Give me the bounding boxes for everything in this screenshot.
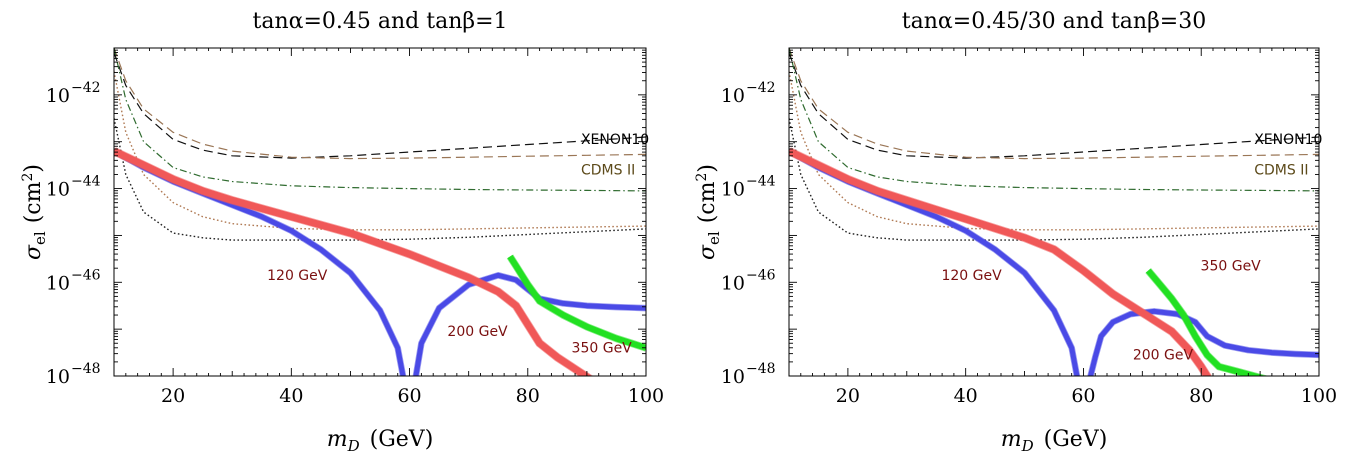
series-band-200: [114, 147, 593, 376]
xenon10-label: XENON10: [1254, 132, 1322, 148]
plot-area: [789, 48, 1319, 376]
y-tick-label: 10: [46, 179, 70, 201]
series-proj-dashdot: [114, 48, 646, 192]
series-proj-dot-brown: [789, 71, 1319, 231]
series-proj-dashdot: [789, 48, 1319, 192]
y-tick-label: 10: [721, 272, 745, 294]
y-tick-label: 10: [46, 272, 70, 294]
x-axis-label: mD (GeV): [1001, 427, 1108, 454]
y-tick-exponent: −44: [71, 174, 101, 190]
xenon10-label: XENON10: [581, 132, 649, 148]
x-axis-label: mD (GeV): [327, 427, 434, 454]
y-tick-exponent: −42: [71, 80, 101, 96]
series-band-120: [789, 148, 1319, 376]
y-tick-label: 10: [721, 85, 745, 107]
x-tick-label: 80: [516, 385, 540, 407]
x-tick-label: 40: [279, 385, 303, 407]
y-tick-exponent: −48: [746, 361, 776, 377]
cdms2-label: CDMS II: [1254, 163, 1308, 179]
x-tick-label: 100: [628, 385, 664, 407]
series-proj-dot-black: [114, 118, 646, 241]
plot-area: [114, 48, 646, 376]
series-cdms2: [789, 48, 1319, 160]
series-xenon10: [114, 52, 646, 159]
mass-350-label: 350 GeV: [572, 341, 633, 357]
series-band-350: [507, 254, 646, 351]
y-tick-exponent: −44: [746, 174, 776, 190]
x-tick-label: 20: [836, 385, 860, 407]
series-xenon10: [789, 52, 1319, 159]
plot-frame: [113, 47, 647, 377]
series-proj-dot-brown: [114, 71, 646, 231]
y-tick-label: 10: [721, 366, 745, 388]
cdms2-label: CDMS II: [581, 163, 635, 179]
x-tick-label: 40: [954, 385, 978, 407]
mass-120-label: 120 GeV: [941, 268, 1002, 284]
chart-title: tanα=0.45 and tanβ=1: [252, 9, 507, 34]
chart-title: tanα=0.45/30 and tanβ=30: [902, 9, 1206, 34]
y-tick-label: 10: [46, 85, 70, 107]
series-cdms2: [114, 48, 646, 160]
mass-200-label: 200 GeV: [447, 324, 508, 340]
x-tick-label: 60: [1071, 385, 1095, 407]
x-tick-label: 60: [397, 385, 421, 407]
x-tick-label: 100: [1301, 385, 1337, 407]
series-band-350: [1145, 268, 1266, 376]
x-tick-label: 80: [1189, 385, 1213, 407]
y-tick-exponent: −48: [71, 361, 101, 377]
y-tick-label: 10: [721, 179, 745, 201]
x-tick-label: 20: [161, 385, 185, 407]
y-axis-label: σel(cm2): [20, 164, 49, 260]
plot-frame: [788, 47, 1320, 377]
y-tick-exponent: −42: [746, 80, 776, 96]
y-tick-exponent: −46: [71, 267, 101, 283]
mass-200-label: 200 GeV: [1133, 348, 1194, 364]
y-tick-label: 10: [46, 366, 70, 388]
series-band-200: [789, 147, 1212, 376]
y-tick-exponent: −46: [746, 267, 776, 283]
mass-120-label: 120 GeV: [267, 268, 328, 284]
mass-350-label: 350 GeV: [1201, 259, 1262, 275]
y-axis-label: σel(cm2): [694, 164, 723, 260]
series-proj-dot-black: [789, 118, 1319, 241]
